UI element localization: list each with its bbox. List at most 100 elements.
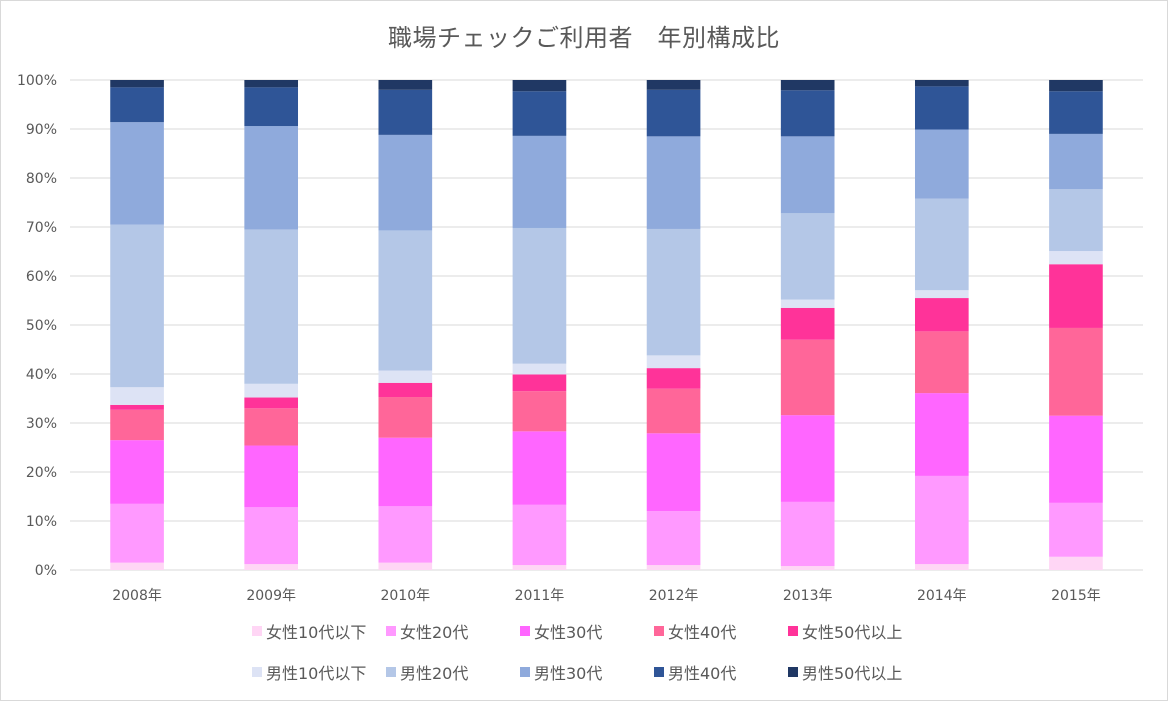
legend-item: 女性10代以下 <box>252 618 366 644</box>
bar-segment <box>244 397 299 409</box>
bar-segment <box>1049 556 1103 570</box>
bar-segment <box>646 136 701 229</box>
legend-item: 女性30代 <box>520 618 602 644</box>
legend-swatch <box>386 667 396 677</box>
bar-segment <box>512 80 567 92</box>
legend-item: 男性20代 <box>386 659 468 685</box>
bar-segment <box>914 564 969 570</box>
bar-segment <box>780 299 835 308</box>
y-tick-label: 20% <box>26 465 57 481</box>
chart-title: 職場チェックご利用者 年別構成比 <box>388 24 780 52</box>
bar-segment <box>378 562 433 570</box>
legend-label: 男性40代 <box>668 664 737 683</box>
bar-segment <box>1049 189 1103 252</box>
bar-segment <box>378 89 433 135</box>
bar-segment <box>646 433 701 512</box>
legend-label: 女性40代 <box>668 623 737 642</box>
bar-segment <box>914 331 969 394</box>
bar-segment <box>512 565 567 570</box>
gridlines <box>70 79 1143 571</box>
bar-segment <box>646 80 701 90</box>
x-tick-label: 2008年 <box>112 588 162 604</box>
legend-swatch <box>654 667 664 677</box>
x-tick-label: 2012年 <box>649 588 699 604</box>
bar-segment <box>512 431 567 505</box>
x-axis-ticks: 2008年 2009年 2010年 2011年 2012年 2013年 2014年 2015年 <box>112 588 1101 604</box>
bar-segment <box>244 445 299 508</box>
y-tick-label: 80% <box>26 171 57 187</box>
bar-segment <box>378 80 433 90</box>
legend-swatch <box>520 626 530 636</box>
legend-swatch <box>386 626 396 636</box>
legend-label: 男性30代 <box>534 664 603 683</box>
legend-swatch <box>654 626 664 636</box>
bar-segment <box>110 224 164 388</box>
legend-label: 男性50代以上 <box>802 664 903 683</box>
y-tick-label: 40% <box>26 367 57 383</box>
y-tick-label: 100% <box>17 73 57 89</box>
bar-segment <box>914 393 969 476</box>
bar-segment <box>244 126 299 230</box>
bar-segment <box>1049 502 1103 557</box>
bar-segment <box>244 564 299 570</box>
bar-segment <box>914 86 969 130</box>
x-tick-label: 2014年 <box>917 588 967 604</box>
bar-segment <box>1049 415 1103 503</box>
bar-segment <box>1049 80 1103 92</box>
bar-segment <box>512 135 567 228</box>
y-tick-label: 70% <box>26 220 57 236</box>
y-tick-label: 30% <box>26 416 57 432</box>
legend-row-female: 女性10代以下 女性20代 女性30代 女性40代 女性50代以上 <box>0 618 1168 644</box>
bar-segment <box>244 87 299 127</box>
x-tick-label: 2015年 <box>1051 588 1101 604</box>
bar-segment <box>646 368 701 389</box>
y-axis-ticks: 0% 10% 20% 30% 40% 50% 60% 70% 80% 90% 100% <box>17 73 57 579</box>
bar-segment <box>1049 133 1103 190</box>
bar-segment <box>378 134 433 231</box>
bar-segment <box>914 80 969 87</box>
bar-segment <box>646 511 701 566</box>
bar-segment <box>110 122 164 225</box>
y-tick-label: 10% <box>26 514 57 530</box>
bar-segment <box>1049 91 1103 134</box>
bar-segment <box>512 504 567 566</box>
bar-segment <box>110 409 164 441</box>
legend-item: 女性50代以上 <box>788 618 902 644</box>
bar-segment <box>1049 264 1103 328</box>
legend-swatch <box>520 667 530 677</box>
bar-segment <box>110 387 164 405</box>
y-tick-label: 0% <box>35 563 57 579</box>
bars <box>110 80 1103 570</box>
legend-swatch <box>788 667 798 677</box>
bar-segment <box>378 437 433 507</box>
bar-segment <box>914 129 969 199</box>
bar-segment <box>914 198 969 291</box>
bar-segment <box>780 136 835 214</box>
x-tick-label: 2011年 <box>515 588 565 604</box>
legend-label: 女性50代以上 <box>802 623 903 642</box>
bar-segment <box>110 503 164 563</box>
bar-segment <box>110 404 164 410</box>
legend-row-male: 男性10代以下 男性20代 男性30代 男性40代 男性50代以上 <box>0 659 1168 685</box>
bar-segment <box>646 228 701 356</box>
bar-segment <box>646 355 701 369</box>
bar-segment <box>244 229 299 384</box>
bar-segment <box>244 383 299 398</box>
bar-segment <box>110 80 164 88</box>
bar-segment <box>780 80 835 91</box>
y-tick-label: 60% <box>26 269 57 285</box>
bar-segment <box>110 440 164 504</box>
legend-swatch <box>252 667 262 677</box>
bar-segment <box>1049 327 1103 416</box>
bar-segment <box>780 501 835 567</box>
bar-segment <box>512 363 567 375</box>
bar-segment <box>512 91 567 136</box>
bar-segment <box>780 415 835 502</box>
bar-segment <box>780 213 835 300</box>
bar-segment <box>378 397 433 438</box>
legend-label: 男性10代以下 <box>266 664 367 683</box>
legend-label: 女性10代以下 <box>266 623 367 642</box>
bar-segment <box>512 391 567 432</box>
bar-segment <box>378 506 433 563</box>
